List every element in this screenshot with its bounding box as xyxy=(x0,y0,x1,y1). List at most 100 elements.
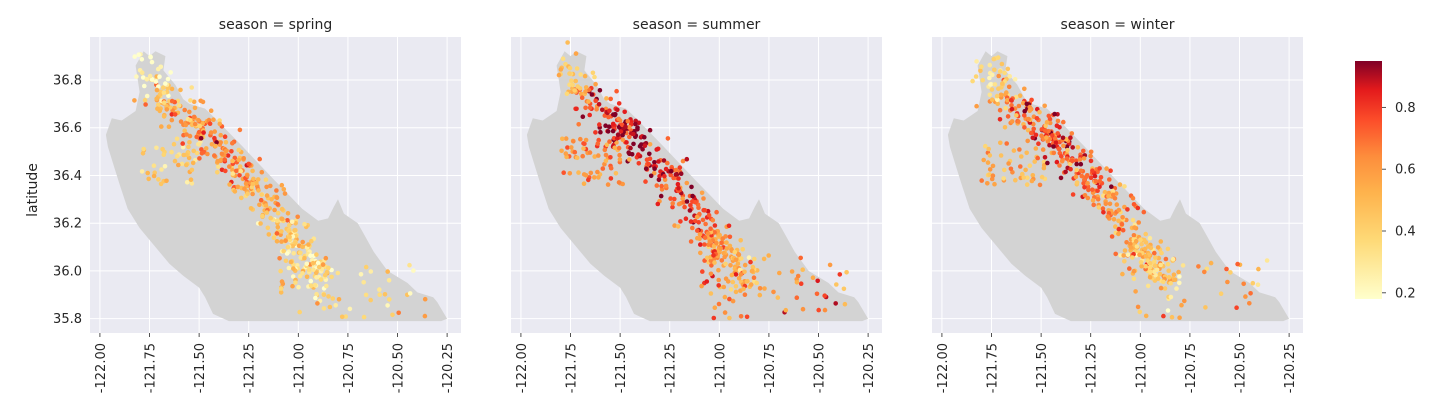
colorbar: 0.2 0.4 0.6 0.8 xyxy=(1355,61,1416,301)
scatter-point xyxy=(730,279,736,285)
scatter-point xyxy=(224,148,229,154)
scatter-point xyxy=(1054,123,1060,128)
scatter-point xyxy=(300,271,305,276)
scatter-point xyxy=(1174,286,1179,291)
scatter-point xyxy=(615,132,621,137)
scatter-point xyxy=(704,279,710,284)
scatter-point xyxy=(709,263,714,268)
scatter-point xyxy=(248,206,254,211)
scatter-point xyxy=(702,235,708,240)
scatter-point xyxy=(714,209,719,215)
scatter-point xyxy=(300,244,305,250)
scatter-point xyxy=(347,306,353,312)
scatter-point xyxy=(169,149,174,155)
scatter-point xyxy=(329,267,334,273)
scatter-point xyxy=(643,166,649,171)
scatter-point xyxy=(158,181,164,187)
scatter-point xyxy=(184,132,189,137)
scatter-point xyxy=(1169,314,1175,320)
scatter-point xyxy=(1077,157,1083,162)
scatter-point xyxy=(974,103,979,109)
scatter-point xyxy=(647,151,652,157)
scatter-point xyxy=(222,157,228,162)
scatter-point xyxy=(306,267,312,272)
scatter-point xyxy=(1052,111,1057,117)
scatter-point xyxy=(302,255,307,261)
scatter-point xyxy=(274,195,280,201)
scatter-point xyxy=(321,292,327,298)
scatter-point xyxy=(688,219,694,224)
scatter-point xyxy=(985,160,991,165)
scatter-point xyxy=(139,57,145,62)
scatter-point xyxy=(600,107,605,113)
scatter-point xyxy=(604,96,609,101)
scatter-point xyxy=(614,88,619,94)
scatter-point xyxy=(688,239,694,244)
scatter-point xyxy=(707,239,713,244)
scatter-point xyxy=(1143,231,1148,237)
scatter-point xyxy=(157,92,163,97)
scatter-point xyxy=(237,127,243,133)
scatter-point xyxy=(733,289,739,295)
scatter-point xyxy=(327,304,333,310)
scatter-point xyxy=(1158,239,1164,244)
scatter-point xyxy=(597,122,602,127)
y-tick-label: 36.6 xyxy=(53,121,82,136)
scatter-point xyxy=(752,256,757,262)
scatter-point xyxy=(1143,253,1149,259)
scatter-point xyxy=(1008,166,1014,172)
scatter-point xyxy=(1168,294,1174,300)
scatter-point xyxy=(174,154,180,159)
scatter-point xyxy=(1001,176,1006,181)
scatter-point xyxy=(783,307,789,313)
scatter-point xyxy=(377,287,382,292)
scatter-point xyxy=(189,85,194,90)
scatter-point xyxy=(625,118,631,124)
scatter-point xyxy=(183,122,189,128)
scatter-point xyxy=(1030,173,1036,178)
scatter-point xyxy=(1025,175,1030,180)
scatter-point xyxy=(1045,160,1050,166)
scatter-point xyxy=(675,224,681,229)
scatter-point xyxy=(280,216,285,222)
scatter-point xyxy=(727,315,732,321)
scatter-point xyxy=(694,214,700,220)
scatter-point xyxy=(682,204,687,210)
scatter-point xyxy=(1100,206,1106,211)
scatter-point xyxy=(1228,270,1233,275)
scatter-point xyxy=(1204,266,1210,272)
scatter-point xyxy=(1079,173,1085,179)
scatter-point xyxy=(567,65,573,71)
scatter-point xyxy=(979,178,984,183)
scatter-point xyxy=(1069,131,1075,136)
scatter-point xyxy=(631,131,636,137)
scatter-point xyxy=(1116,218,1121,224)
scatter-point xyxy=(1131,276,1137,282)
scatter-point xyxy=(298,250,303,256)
scatter-point xyxy=(215,158,220,164)
scatter-point xyxy=(1059,154,1064,159)
scatter-point xyxy=(1146,244,1151,249)
scatter-point xyxy=(236,147,242,153)
scatter-point xyxy=(586,177,591,183)
scatter-point xyxy=(581,181,587,186)
scatter-point xyxy=(576,122,581,127)
scatter-point xyxy=(673,167,679,173)
scatter-point xyxy=(616,116,621,122)
scatter-point xyxy=(1070,145,1075,150)
scatter-point xyxy=(1255,282,1261,288)
scatter-point xyxy=(258,197,264,203)
scatter-point xyxy=(318,277,324,282)
scatter-point xyxy=(159,167,164,172)
scatter-point xyxy=(201,130,206,135)
scatter-point xyxy=(182,128,187,133)
scatter-point xyxy=(208,130,214,135)
scatter-point xyxy=(740,247,745,252)
scatter-point xyxy=(1165,261,1171,267)
scatter-point xyxy=(1176,269,1181,275)
scatter-point xyxy=(1142,246,1148,252)
scatter-point xyxy=(986,146,991,152)
scatter-point xyxy=(306,242,311,247)
scatter-point xyxy=(608,165,614,171)
scatter-point xyxy=(1096,205,1102,210)
